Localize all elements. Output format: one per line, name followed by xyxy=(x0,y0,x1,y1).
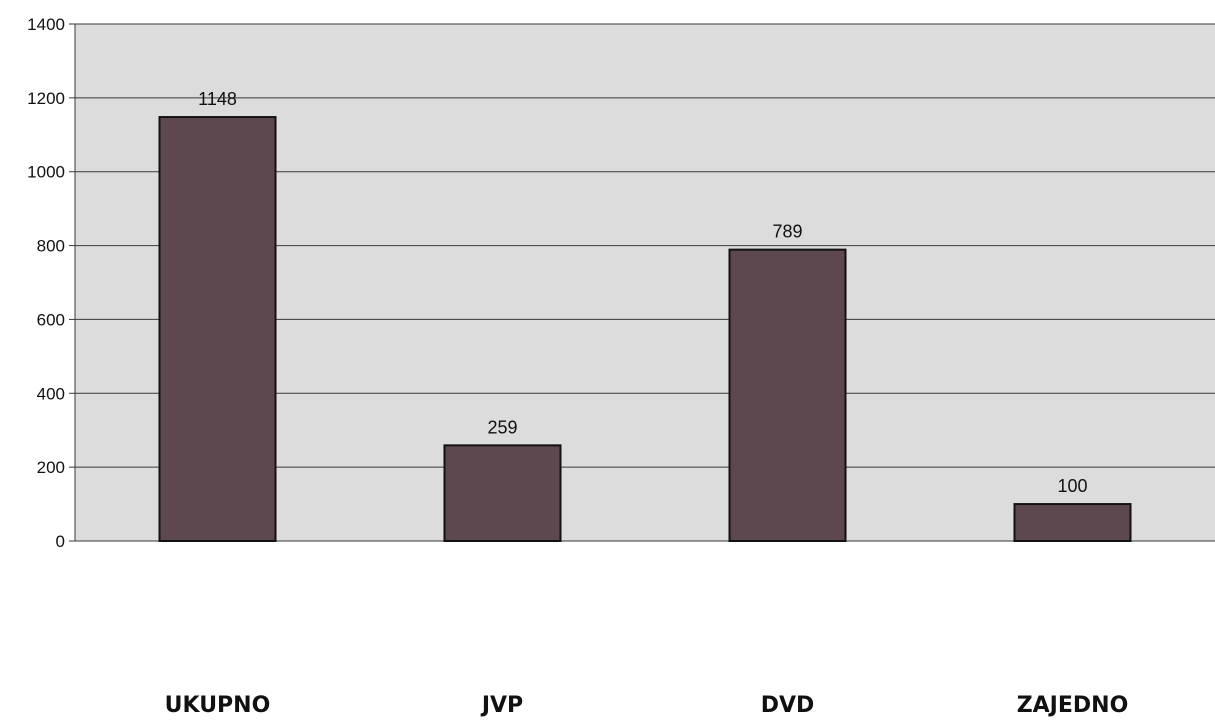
bar-jvp xyxy=(443,444,562,543)
category-label: ZAJEDNO xyxy=(1017,693,1129,718)
bar-dvd xyxy=(728,248,847,542)
category-label: UKUPNO xyxy=(165,693,271,718)
category-labels: UKUPNO JVP DVD ZAJEDNO xyxy=(165,693,1129,718)
y-tick-label: 800 xyxy=(37,237,65,256)
category-label: DVD xyxy=(761,693,815,718)
y-tick-label: 200 xyxy=(37,458,65,477)
y-tick-label: 1200 xyxy=(27,89,65,108)
data-label: 259 xyxy=(487,417,517,437)
category-label: JVP xyxy=(480,693,523,718)
y-tick-label: 1400 xyxy=(27,15,65,34)
bar-zajedno xyxy=(1013,503,1132,543)
bars xyxy=(158,116,1132,543)
bar-ukupno xyxy=(158,116,277,542)
y-tick-label: 400 xyxy=(37,384,65,403)
y-tick-label: 0 xyxy=(56,532,65,551)
y-axis: 0 200 400 600 800 1000 1200 1400 xyxy=(27,15,76,551)
y-tick-label: 600 xyxy=(37,310,65,329)
data-label: 100 xyxy=(1057,476,1087,496)
data-label: 1148 xyxy=(198,89,237,109)
data-labels: 1148 259 789 100 xyxy=(198,89,1087,496)
y-tick-label: 1000 xyxy=(27,163,65,182)
data-label: 789 xyxy=(772,222,802,242)
